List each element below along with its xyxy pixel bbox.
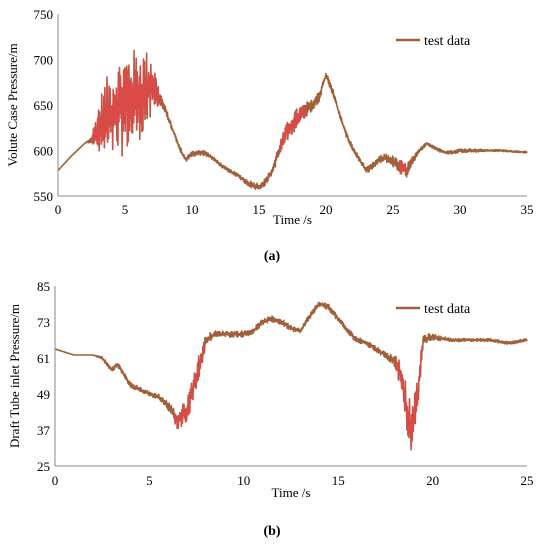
x-tick-label-b: 25: [521, 473, 534, 488]
panel-label-a: (a): [264, 249, 281, 264]
panel-label-b: (b): [263, 524, 280, 539]
x-tick-label-a: 20: [320, 202, 333, 217]
oscillation-band-a: [399, 160, 407, 175]
legend-a: test data: [396, 34, 471, 49]
oscillation-band-b: [173, 342, 206, 429]
x-tick-label-b: 20: [426, 473, 439, 488]
chart-panel-a: 0 5 10 15 20 25 30 35 550 600 650 700 750 Time /s V…: [5, 7, 534, 264]
x-tick-label-b: 0: [52, 473, 59, 488]
y-tick-label-a: 600: [34, 144, 54, 159]
x-tick-label-a: 10: [186, 202, 199, 217]
x-tick-label-a: 5: [122, 202, 129, 217]
oscillation-band-a: [92, 50, 162, 156]
oscillation-band-b: [395, 346, 423, 450]
y-axis-label-b: Draft Tube inlet Pressure/m: [7, 304, 22, 448]
y-axis-label-a: Volute Case Pressure/m: [5, 43, 20, 166]
oscillation-band-a: [278, 105, 307, 154]
series-test-data-a: [57, 49, 528, 190]
y-tick-label-b: 49: [37, 387, 50, 402]
y-tick-label-b: 73: [37, 315, 50, 330]
y-tick-label-a: 750: [34, 7, 54, 22]
x-tick-label-b: 15: [332, 473, 345, 488]
y-tick-label-a: 650: [34, 98, 54, 113]
x-tick-label-b: 5: [146, 473, 153, 488]
series-line-b: [54, 301, 528, 451]
x-tick-label-a: 15: [253, 202, 266, 217]
x-axis-label-b: Time /s: [272, 485, 311, 500]
x-tick-label-a: 35: [521, 202, 534, 217]
legend-label-a: test data: [424, 34, 471, 49]
chart-panel-b: 0 5 10 15 20 25 25 37 49 61 73 85 Time /s Draft Tu…: [7, 279, 534, 539]
y-tick-label-a: 700: [34, 53, 54, 68]
x-tick-label-a: 30: [454, 202, 467, 217]
legend-b: test data: [396, 302, 471, 317]
y-tick-label-b: 37: [37, 423, 51, 438]
y-tick-label-b: 61: [37, 351, 50, 366]
y-tick-label-b: 85: [37, 279, 50, 294]
x-tick-label-a: 25: [387, 202, 400, 217]
series-test-data-b: [54, 301, 528, 451]
x-tick-label-a: 0: [55, 202, 62, 217]
legend-label-b: test data: [424, 302, 471, 317]
x-tick-label-b: 10: [237, 473, 250, 488]
y-tick-label-a: 550: [34, 189, 54, 204]
y-tick-label-b: 25: [37, 459, 50, 474]
x-axis-label-a: Time /s: [273, 212, 312, 227]
